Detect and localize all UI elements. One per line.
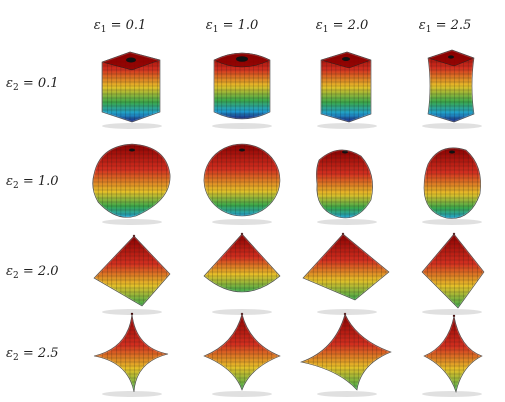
column-label-eps1-1.0: ε1 = 1.0 xyxy=(205,18,259,35)
shape-surface xyxy=(299,313,392,391)
shape-double-cone xyxy=(190,228,290,316)
shape-apex xyxy=(341,232,345,236)
shape-rounded-cushion xyxy=(80,138,180,226)
shape-shadow xyxy=(422,309,482,315)
shape-rounded-cube xyxy=(80,42,180,130)
shape-surface xyxy=(93,235,171,307)
shape-pole xyxy=(449,150,455,154)
shape-pole xyxy=(342,150,348,154)
shape-pole xyxy=(342,57,350,61)
shape-render-2-2 xyxy=(301,232,391,315)
shape-render-0-1 xyxy=(212,51,272,129)
shape-shadow xyxy=(212,309,272,315)
shape-pole xyxy=(126,57,136,63)
shape-render-3-1 xyxy=(201,309,283,397)
shape-shadow xyxy=(422,123,482,129)
shape-star-box xyxy=(400,42,500,130)
column-label-eps1-0.1: ε1 = 0.1 xyxy=(93,18,147,35)
shape-pole xyxy=(448,55,454,59)
shape-shadow xyxy=(317,309,377,315)
shape-apex xyxy=(452,314,456,318)
shape-shadow xyxy=(422,391,482,397)
shape-highlight xyxy=(91,142,172,219)
shape-apex xyxy=(343,312,347,316)
row-label-eps2-2.0: ε2 = 2.0 xyxy=(6,264,59,281)
shape-highlight xyxy=(315,148,374,220)
shape-render-3-0 xyxy=(93,312,169,397)
shape-octahedron xyxy=(80,228,180,316)
shape-shadow xyxy=(422,219,482,225)
shape-surface xyxy=(421,233,485,309)
shape-faceted-ellipsoid xyxy=(295,138,395,226)
shape-shadow xyxy=(317,219,377,225)
shape-pole xyxy=(239,148,245,152)
shape-pole xyxy=(129,148,135,152)
shape-highlight xyxy=(93,313,169,393)
shape-highlight xyxy=(421,315,485,397)
superquadric-shape-grid xyxy=(70,30,505,400)
shape-highlight xyxy=(202,232,282,294)
shape-cylinder xyxy=(190,42,290,130)
shape-render-1-1 xyxy=(202,142,282,225)
column-label-eps1-2.5: ε1 = 2.5 xyxy=(418,18,472,35)
shape-flat-octahedron xyxy=(295,228,395,316)
shape-pole xyxy=(236,56,248,62)
shape-surface xyxy=(92,143,171,218)
shape-apex xyxy=(240,232,244,236)
shape-render-2-1 xyxy=(202,232,282,315)
shape-flat-star-diamond xyxy=(295,310,395,398)
shape-apex xyxy=(130,312,134,316)
shape-render-0-3 xyxy=(422,48,482,129)
shape-highlight xyxy=(422,146,482,220)
shape-highlight xyxy=(301,232,391,302)
shape-twisted-ellipsoid xyxy=(400,138,500,226)
shape-shadow xyxy=(317,123,377,129)
shape-shadow xyxy=(212,219,272,225)
row-label-eps2-1.0: ε2 = 1.0 xyxy=(6,174,59,191)
shape-render-2-0 xyxy=(92,234,172,315)
shape-sphere xyxy=(190,138,290,226)
shape-highlight xyxy=(212,51,272,121)
shape-highlight xyxy=(201,309,283,394)
shape-apex xyxy=(240,312,244,316)
shape-render-1-2 xyxy=(315,148,377,225)
shape-highlight xyxy=(296,310,395,393)
shape-shadow xyxy=(102,219,162,225)
shape-highlight xyxy=(319,50,373,124)
shape-render-1-3 xyxy=(422,146,482,225)
shape-concave-star xyxy=(400,310,500,398)
shape-star-octahedron xyxy=(400,228,500,316)
shape-highlight xyxy=(420,232,486,310)
shape-highlight xyxy=(202,142,282,218)
shape-shadow xyxy=(102,391,162,397)
shape-highlight xyxy=(92,234,172,308)
shape-render-1-0 xyxy=(91,142,172,225)
shape-star-diamond xyxy=(80,310,180,398)
shape-render-3-3 xyxy=(421,314,485,397)
shape-apex xyxy=(452,232,456,236)
shape-surface xyxy=(93,313,169,393)
shape-highlight xyxy=(426,48,476,124)
shape-shadow xyxy=(102,309,162,315)
shape-render-2-3 xyxy=(420,232,486,315)
shape-pinched-box xyxy=(295,42,395,130)
shape-render-0-2 xyxy=(317,50,377,129)
shape-apex xyxy=(132,234,136,238)
row-label-eps2-2.5: ε2 = 2.5 xyxy=(6,346,59,363)
shape-render-0-0 xyxy=(100,50,162,129)
shape-spindle-cone xyxy=(190,309,290,398)
shape-render-3-2 xyxy=(296,310,395,397)
shape-surface xyxy=(203,312,281,391)
shape-highlight xyxy=(100,50,162,124)
shape-shadow xyxy=(317,391,377,397)
row-label-eps2-0.1: ε2 = 0.1 xyxy=(6,76,59,93)
shape-shadow xyxy=(212,123,272,129)
column-label-eps1-2.0: ε1 = 2.0 xyxy=(315,18,369,35)
shape-shadow xyxy=(212,391,272,397)
shape-shadow xyxy=(102,123,162,129)
